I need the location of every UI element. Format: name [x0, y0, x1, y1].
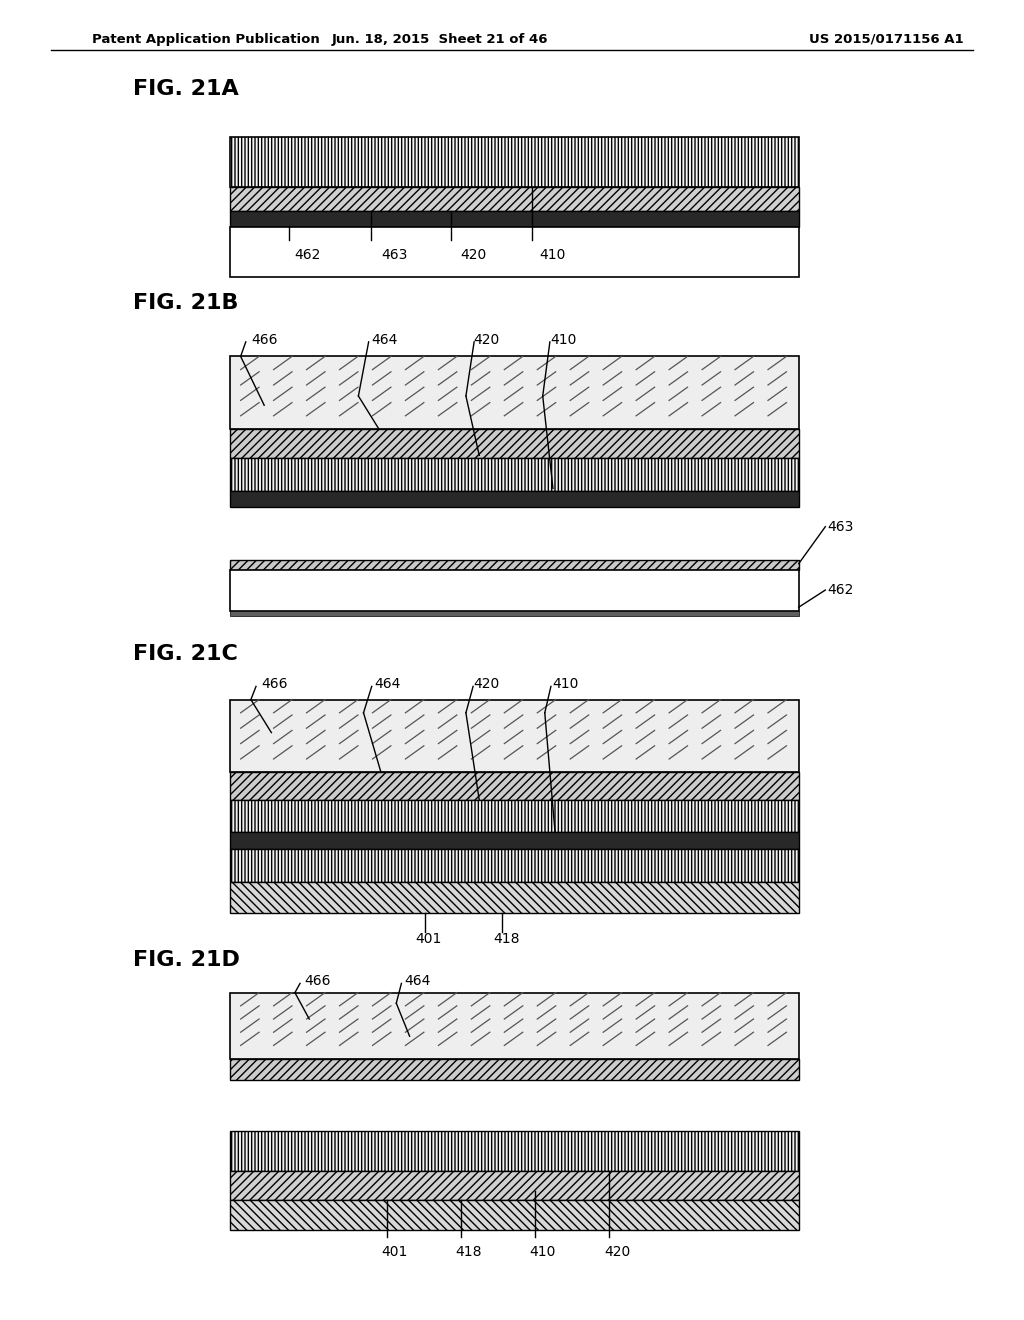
Text: 466: 466 [251, 333, 278, 347]
Text: 420: 420 [473, 677, 500, 692]
Bar [230, 137, 799, 187]
Bar [230, 611, 799, 616]
Bar [230, 1200, 799, 1230]
Text: 418: 418 [494, 932, 520, 946]
Text: 420: 420 [473, 333, 500, 347]
Bar [230, 227, 799, 277]
Bar [230, 1171, 799, 1200]
Text: 464: 464 [374, 677, 400, 692]
Text: 462: 462 [294, 248, 321, 263]
Text: 410: 410 [552, 677, 579, 692]
Text: 466: 466 [261, 677, 288, 692]
Bar [230, 882, 799, 913]
Text: 466: 466 [304, 974, 331, 989]
Text: 463: 463 [381, 248, 408, 263]
Text: 463: 463 [827, 520, 854, 533]
Text: 410: 410 [550, 333, 577, 347]
Text: 410: 410 [529, 1245, 556, 1259]
Text: 410: 410 [540, 248, 566, 263]
Text: FIG. 21D: FIG. 21D [133, 950, 240, 970]
Bar [230, 570, 799, 611]
Text: 418: 418 [456, 1245, 482, 1259]
Bar [230, 211, 799, 227]
Text: FIG. 21C: FIG. 21C [133, 644, 238, 664]
Bar [230, 560, 799, 570]
Bar [230, 187, 799, 211]
Text: 401: 401 [381, 1245, 408, 1259]
Text: FIG. 21B: FIG. 21B [133, 293, 239, 313]
Bar [230, 849, 799, 882]
Bar [230, 700, 799, 772]
Text: 420: 420 [604, 1245, 631, 1259]
Bar [230, 1059, 799, 1080]
Text: US 2015/0171156 A1: US 2015/0171156 A1 [809, 33, 964, 46]
Text: Jun. 18, 2015  Sheet 21 of 46: Jun. 18, 2015 Sheet 21 of 46 [332, 33, 549, 46]
Bar [230, 800, 799, 832]
Text: 401: 401 [415, 932, 441, 946]
Bar [230, 832, 799, 849]
Text: FIG. 21A: FIG. 21A [133, 79, 239, 99]
Text: 462: 462 [827, 583, 854, 597]
Bar [230, 1131, 799, 1171]
Bar [230, 772, 799, 800]
Bar [230, 429, 799, 458]
Text: 464: 464 [404, 974, 431, 989]
Bar [230, 491, 799, 507]
Bar [230, 356, 799, 429]
Text: Patent Application Publication: Patent Application Publication [92, 33, 319, 46]
Bar [230, 458, 799, 491]
Text: 464: 464 [371, 333, 397, 347]
Bar [230, 993, 799, 1059]
Text: 420: 420 [460, 248, 486, 263]
